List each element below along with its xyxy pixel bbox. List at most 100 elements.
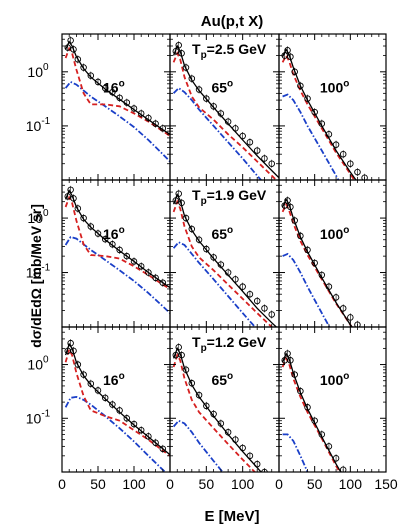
chart-title: Au(p,t X) <box>201 13 263 30</box>
data-point <box>232 436 239 443</box>
data-point <box>159 125 167 132</box>
data-point <box>332 455 340 462</box>
data-point <box>239 132 246 140</box>
x-tick-label: 50 <box>307 476 323 492</box>
data-point <box>130 420 138 428</box>
data-point <box>203 245 210 253</box>
y-tick-label: 10-1 <box>26 408 51 426</box>
panel-frame <box>278 33 387 181</box>
data-point <box>284 47 291 54</box>
data-point <box>74 205 82 212</box>
data-point <box>332 141 340 148</box>
panel-plot-area <box>172 41 279 180</box>
data-point <box>70 347 77 355</box>
y-tick-label: 100 <box>27 208 49 226</box>
beam-energy-symbol: T <box>192 187 201 203</box>
blue-dash-dot-curve <box>64 235 170 314</box>
data-point <box>304 246 311 254</box>
data-point <box>253 147 261 154</box>
data-point <box>94 387 102 394</box>
panel-frame <box>278 179 387 328</box>
y-axis-label: dσ/dEdΩ [mb/MeV sr] <box>28 204 44 348</box>
data-point <box>304 404 311 411</box>
data-point <box>188 225 196 233</box>
data-point <box>130 258 138 265</box>
angle-degree-superscript: o <box>119 225 125 236</box>
data-point <box>101 84 109 92</box>
data-point <box>182 64 190 71</box>
data-point <box>332 294 340 301</box>
data-point <box>109 88 116 96</box>
data-point <box>325 131 333 138</box>
data-point <box>325 443 333 450</box>
blue-dash-dot-curve <box>64 80 170 163</box>
data-point <box>178 351 185 359</box>
data-point <box>87 72 95 79</box>
x-tick-label: 100 <box>231 476 255 492</box>
red-dashed-curve <box>172 199 273 327</box>
data-point <box>70 195 77 202</box>
panel-2-0: 16o <box>61 326 171 473</box>
panel-plot-area <box>281 349 347 472</box>
x-tick-label: 0 <box>166 476 174 492</box>
panel-plot-area <box>172 343 275 482</box>
blue-dash-dot-curve <box>172 86 263 180</box>
data-point <box>188 379 196 387</box>
data-point <box>74 361 82 368</box>
data-point <box>210 254 217 261</box>
data-point <box>253 460 261 468</box>
angle-value: 65 <box>211 79 227 95</box>
data-point <box>287 203 294 211</box>
data-point <box>130 105 138 112</box>
beam-energy-value: =1.9 GeV <box>207 187 267 203</box>
data-point <box>311 108 318 116</box>
data-point <box>123 252 131 260</box>
x-tick-label: 100 <box>122 476 146 492</box>
data-point <box>109 401 116 408</box>
data-point <box>269 476 275 482</box>
data-point <box>159 445 167 453</box>
angle-value: 16 <box>103 79 119 95</box>
panel-2-1: 65o <box>169 326 280 482</box>
data-point <box>325 283 333 290</box>
angle-value: 65 <box>211 372 227 388</box>
data-point <box>67 339 74 347</box>
y-tick-base: 10 <box>27 357 43 373</box>
angle-degree-superscript: o <box>227 78 233 89</box>
data-point <box>64 193 72 200</box>
data-point <box>291 68 298 76</box>
blue-dash-dot-curve <box>64 395 167 472</box>
data-point <box>182 366 190 374</box>
data-point <box>123 415 131 422</box>
data-point <box>203 402 210 410</box>
x-tick-label: 50 <box>199 476 215 492</box>
angle-label: 100o <box>320 225 349 242</box>
data-point <box>172 197 180 204</box>
y-tick-base: 10 <box>27 210 43 226</box>
panel-0-2: 100o <box>278 33 387 181</box>
data-point <box>172 47 180 55</box>
angle-value: 100 <box>320 372 344 388</box>
angle-value: 65 <box>211 226 227 242</box>
y-tick-base: 10 <box>26 265 42 281</box>
data-point <box>178 199 185 207</box>
data-point <box>137 426 145 434</box>
y-tick-label: 100 <box>27 62 49 80</box>
beam-energy-symbol: T <box>192 41 201 57</box>
data-point <box>246 452 254 460</box>
data-point <box>239 444 246 452</box>
x-tick-label: 0 <box>275 476 283 492</box>
data-point <box>291 371 298 378</box>
data-point <box>287 357 294 364</box>
panel-1-2: 100o <box>278 179 387 328</box>
data-point <box>203 95 210 102</box>
data-point <box>175 41 182 49</box>
y-tick-exponent: 0 <box>43 62 49 73</box>
panel-frame <box>61 33 171 181</box>
data-point <box>224 428 232 436</box>
beam-energy-subscript: p <box>201 196 207 207</box>
data-point <box>297 232 304 240</box>
data-point <box>80 214 87 222</box>
beam-energy-subscript: p <box>201 50 207 61</box>
